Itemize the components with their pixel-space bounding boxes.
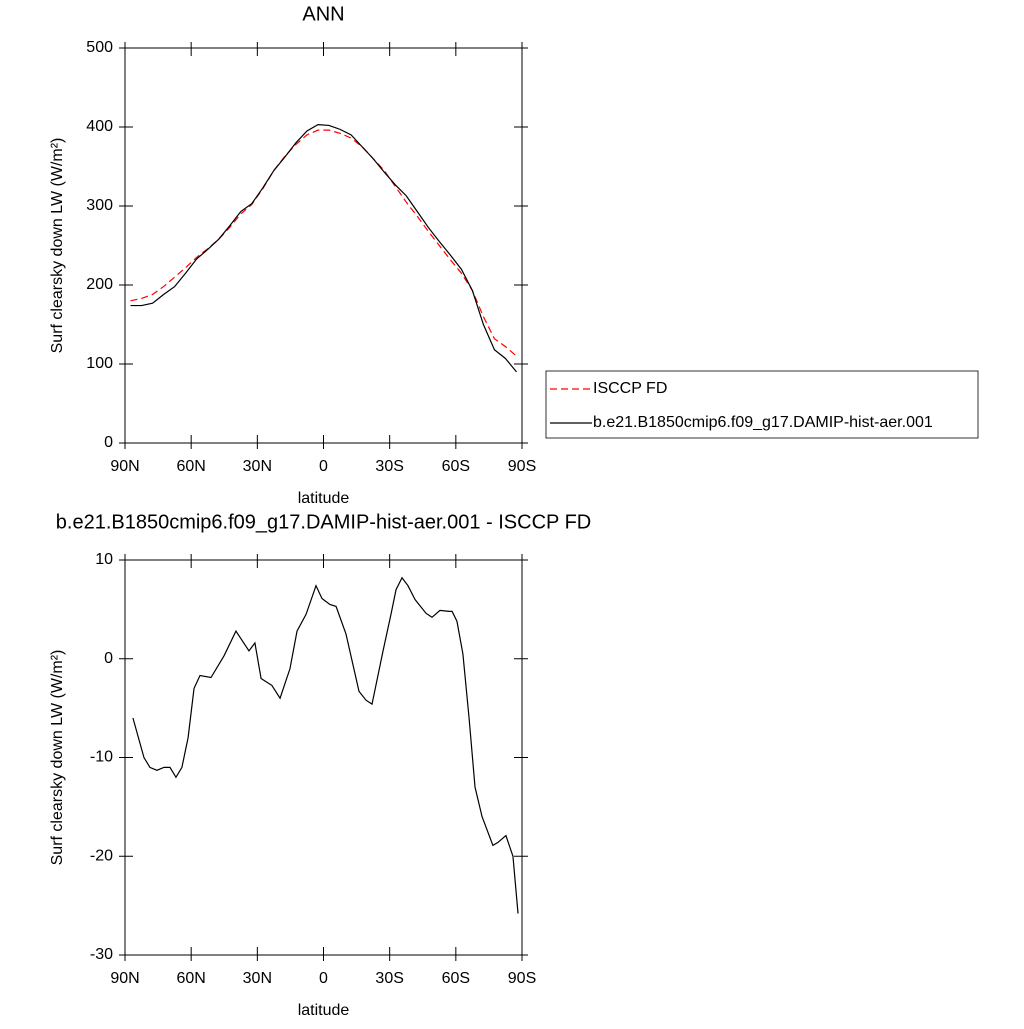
data-line: [130, 124, 517, 373]
y-tick-label: 300: [86, 197, 113, 214]
y-tick-label: 0: [104, 434, 113, 451]
y-tick-label: 0: [104, 650, 113, 667]
y-tick-label: -10: [90, 749, 113, 766]
y-axis-label: Surf clearsky down LW (W/m²): [49, 650, 66, 866]
x-tick-label: 30N: [243, 970, 272, 987]
chart-title: ANN: [302, 3, 344, 25]
y-tick-label: 400: [86, 118, 113, 135]
y-tick-label: 200: [86, 276, 113, 293]
x-tick-label: 30N: [243, 458, 272, 475]
x-tick-label: 0: [319, 970, 328, 987]
x-tick-label: 30S: [375, 458, 403, 475]
plot-frame: [124, 47, 523, 444]
legend-box: [545, 370, 979, 439]
x-tick-label: 60S: [442, 458, 470, 475]
x-tick-label: 0: [319, 458, 328, 475]
data-line: [132, 576, 519, 914]
x-tick-label: 60N: [176, 970, 205, 987]
x-axis-label: latitude: [298, 1002, 350, 1019]
y-tick-label: -20: [90, 847, 113, 864]
x-tick-label: 60N: [176, 458, 205, 475]
y-axis-label: Surf clearsky down LW (W/m²): [49, 138, 66, 354]
x-tick-label: 30S: [375, 970, 403, 987]
legend-label: b.e21.B1850cmip6.f09_g17.DAMIP-hist-aer.…: [593, 414, 933, 431]
chart-title: b.e21.B1850cmip6.f09_g17.DAMIP-hist-aer.…: [56, 511, 591, 533]
x-tick-label: 90N: [110, 458, 139, 475]
x-axis-label: latitude: [298, 490, 350, 507]
x-tick-label: 90N: [110, 970, 139, 987]
x-tick-label: 90S: [508, 458, 536, 475]
y-tick-label: -30: [90, 946, 113, 963]
data-line: [130, 129, 517, 357]
legend-label: ISCCP FD: [593, 380, 667, 397]
y-tick-label: 10: [95, 551, 113, 568]
y-tick-label: 500: [86, 39, 113, 56]
y-tick-label: 100: [86, 355, 113, 372]
x-tick-label: 90S: [508, 970, 536, 987]
x-tick-label: 60S: [442, 970, 470, 987]
